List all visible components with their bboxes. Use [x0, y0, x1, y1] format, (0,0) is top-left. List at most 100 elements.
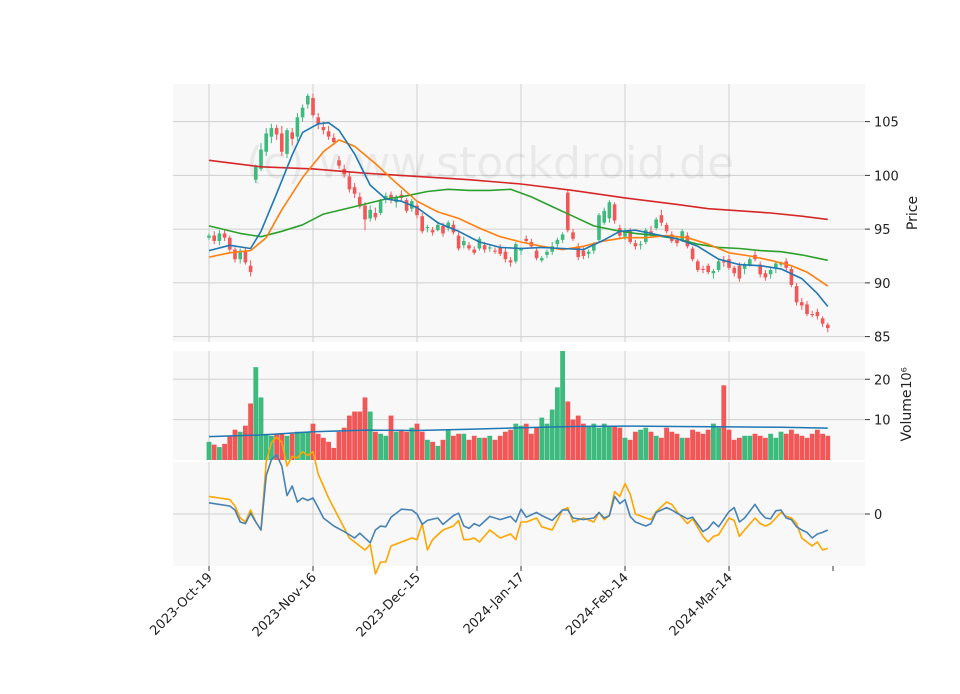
- volume-bar: [711, 423, 716, 460]
- volume-bar: [445, 429, 451, 460]
- volume-bar: [425, 439, 430, 460]
- candle-body: [326, 131, 331, 137]
- price-axis-label: Price: [905, 196, 921, 230]
- volume-bar: [399, 429, 404, 460]
- candle-body: [638, 244, 643, 246]
- candle-body: [815, 311, 820, 317]
- candle-body: [316, 117, 320, 124]
- y-tick-label: 85: [874, 331, 891, 346]
- candle-body: [430, 230, 435, 233]
- candle-body: [540, 258, 544, 261]
- candle-body: [607, 202, 612, 219]
- volume-bar: [633, 431, 638, 460]
- candle-body: [514, 244, 518, 262]
- candle-body: [680, 231, 684, 240]
- volume-bar: [523, 423, 529, 460]
- volume-bar: [565, 401, 571, 460]
- candle-body: [534, 250, 539, 259]
- volume-bar: [763, 437, 768, 460]
- volume-bar: [648, 431, 654, 460]
- volume-bar: [529, 433, 534, 460]
- candle-body: [664, 224, 669, 232]
- candle-body: [711, 271, 716, 274]
- volume-bar: [305, 431, 311, 460]
- candle-body: [295, 117, 300, 137]
- candle-body: [628, 231, 632, 243]
- volume-bar: [716, 427, 721, 460]
- candle-body: [649, 231, 653, 234]
- volume-bar: [804, 437, 810, 460]
- candle-body: [742, 264, 747, 269]
- candle-body: [763, 273, 768, 278]
- candle-body: [477, 238, 482, 249]
- candle-body: [269, 128, 274, 137]
- oscillator-line-b: [208, 436, 829, 575]
- candle-body: [456, 235, 461, 249]
- volume-bar: [243, 425, 248, 460]
- volume-multiplier-label: 10⁶: [900, 367, 915, 389]
- candle-body: [321, 127, 326, 131]
- volume-bar: [726, 429, 732, 460]
- candle-body: [758, 264, 762, 275]
- volume-bar: [607, 425, 612, 460]
- volume-bar: [362, 397, 368, 460]
- candle-body: [675, 239, 679, 244]
- volume-bar: [752, 433, 758, 460]
- candle-body: [394, 196, 398, 203]
- y-tick-label: 100: [874, 169, 899, 184]
- volume-bar: [757, 435, 763, 460]
- volume-bar: [419, 431, 425, 460]
- candle-body: [274, 128, 279, 135]
- volume-bar: [321, 437, 326, 460]
- candle-body: [311, 97, 315, 116]
- volume-bar: [695, 431, 701, 460]
- volume-axis-label: Volume: [899, 389, 915, 441]
- volume-bar: [466, 439, 472, 460]
- volume-bar: [674, 433, 680, 460]
- candle-body: [467, 245, 471, 249]
- volume-bar: [336, 431, 342, 460]
- candle-body: [264, 133, 268, 152]
- candle-body: [586, 251, 591, 254]
- price-panel: [173, 84, 865, 342]
- volume-bar: [555, 387, 560, 460]
- volume-bar: [591, 423, 597, 460]
- volume-bar: [383, 435, 389, 460]
- volume-bar: [508, 429, 513, 460]
- volume-bar: [367, 411, 373, 460]
- volume-bar: [825, 435, 831, 460]
- candle-body: [748, 259, 752, 265]
- volume-bar: [487, 435, 493, 460]
- volume-bar: [789, 429, 794, 460]
- candle-body: [690, 248, 695, 260]
- candle-body: [384, 195, 388, 200]
- candle-body: [581, 250, 586, 256]
- volume-bar: [581, 423, 586, 460]
- volume-bar: [404, 431, 409, 460]
- volume-bar: [269, 435, 274, 460]
- volume-bar: [326, 441, 331, 460]
- candle-body: [441, 225, 445, 234]
- volume-bar: [456, 433, 461, 460]
- candle-body: [285, 130, 289, 154]
- volume-bar: [310, 423, 316, 460]
- volume-bar: [237, 431, 243, 460]
- volume-bar: [596, 427, 602, 460]
- volume-bar: [274, 433, 279, 460]
- volume-bar: [477, 437, 482, 460]
- volume-bar: [222, 443, 227, 460]
- candle-body: [774, 263, 778, 268]
- volume-bar: [206, 441, 212, 460]
- volume-bar: [809, 433, 815, 460]
- candle-body: [794, 286, 799, 303]
- candle-body: [732, 267, 736, 274]
- candle-body: [425, 226, 430, 229]
- candle-body: [462, 240, 466, 246]
- candle-body: [576, 246, 580, 258]
- candle-body: [332, 137, 336, 143]
- volume-bar: [435, 445, 441, 460]
- volume-bar: [211, 444, 217, 460]
- volume-bar: [612, 425, 617, 460]
- candle-body: [222, 233, 227, 238]
- candle-body: [373, 213, 378, 218]
